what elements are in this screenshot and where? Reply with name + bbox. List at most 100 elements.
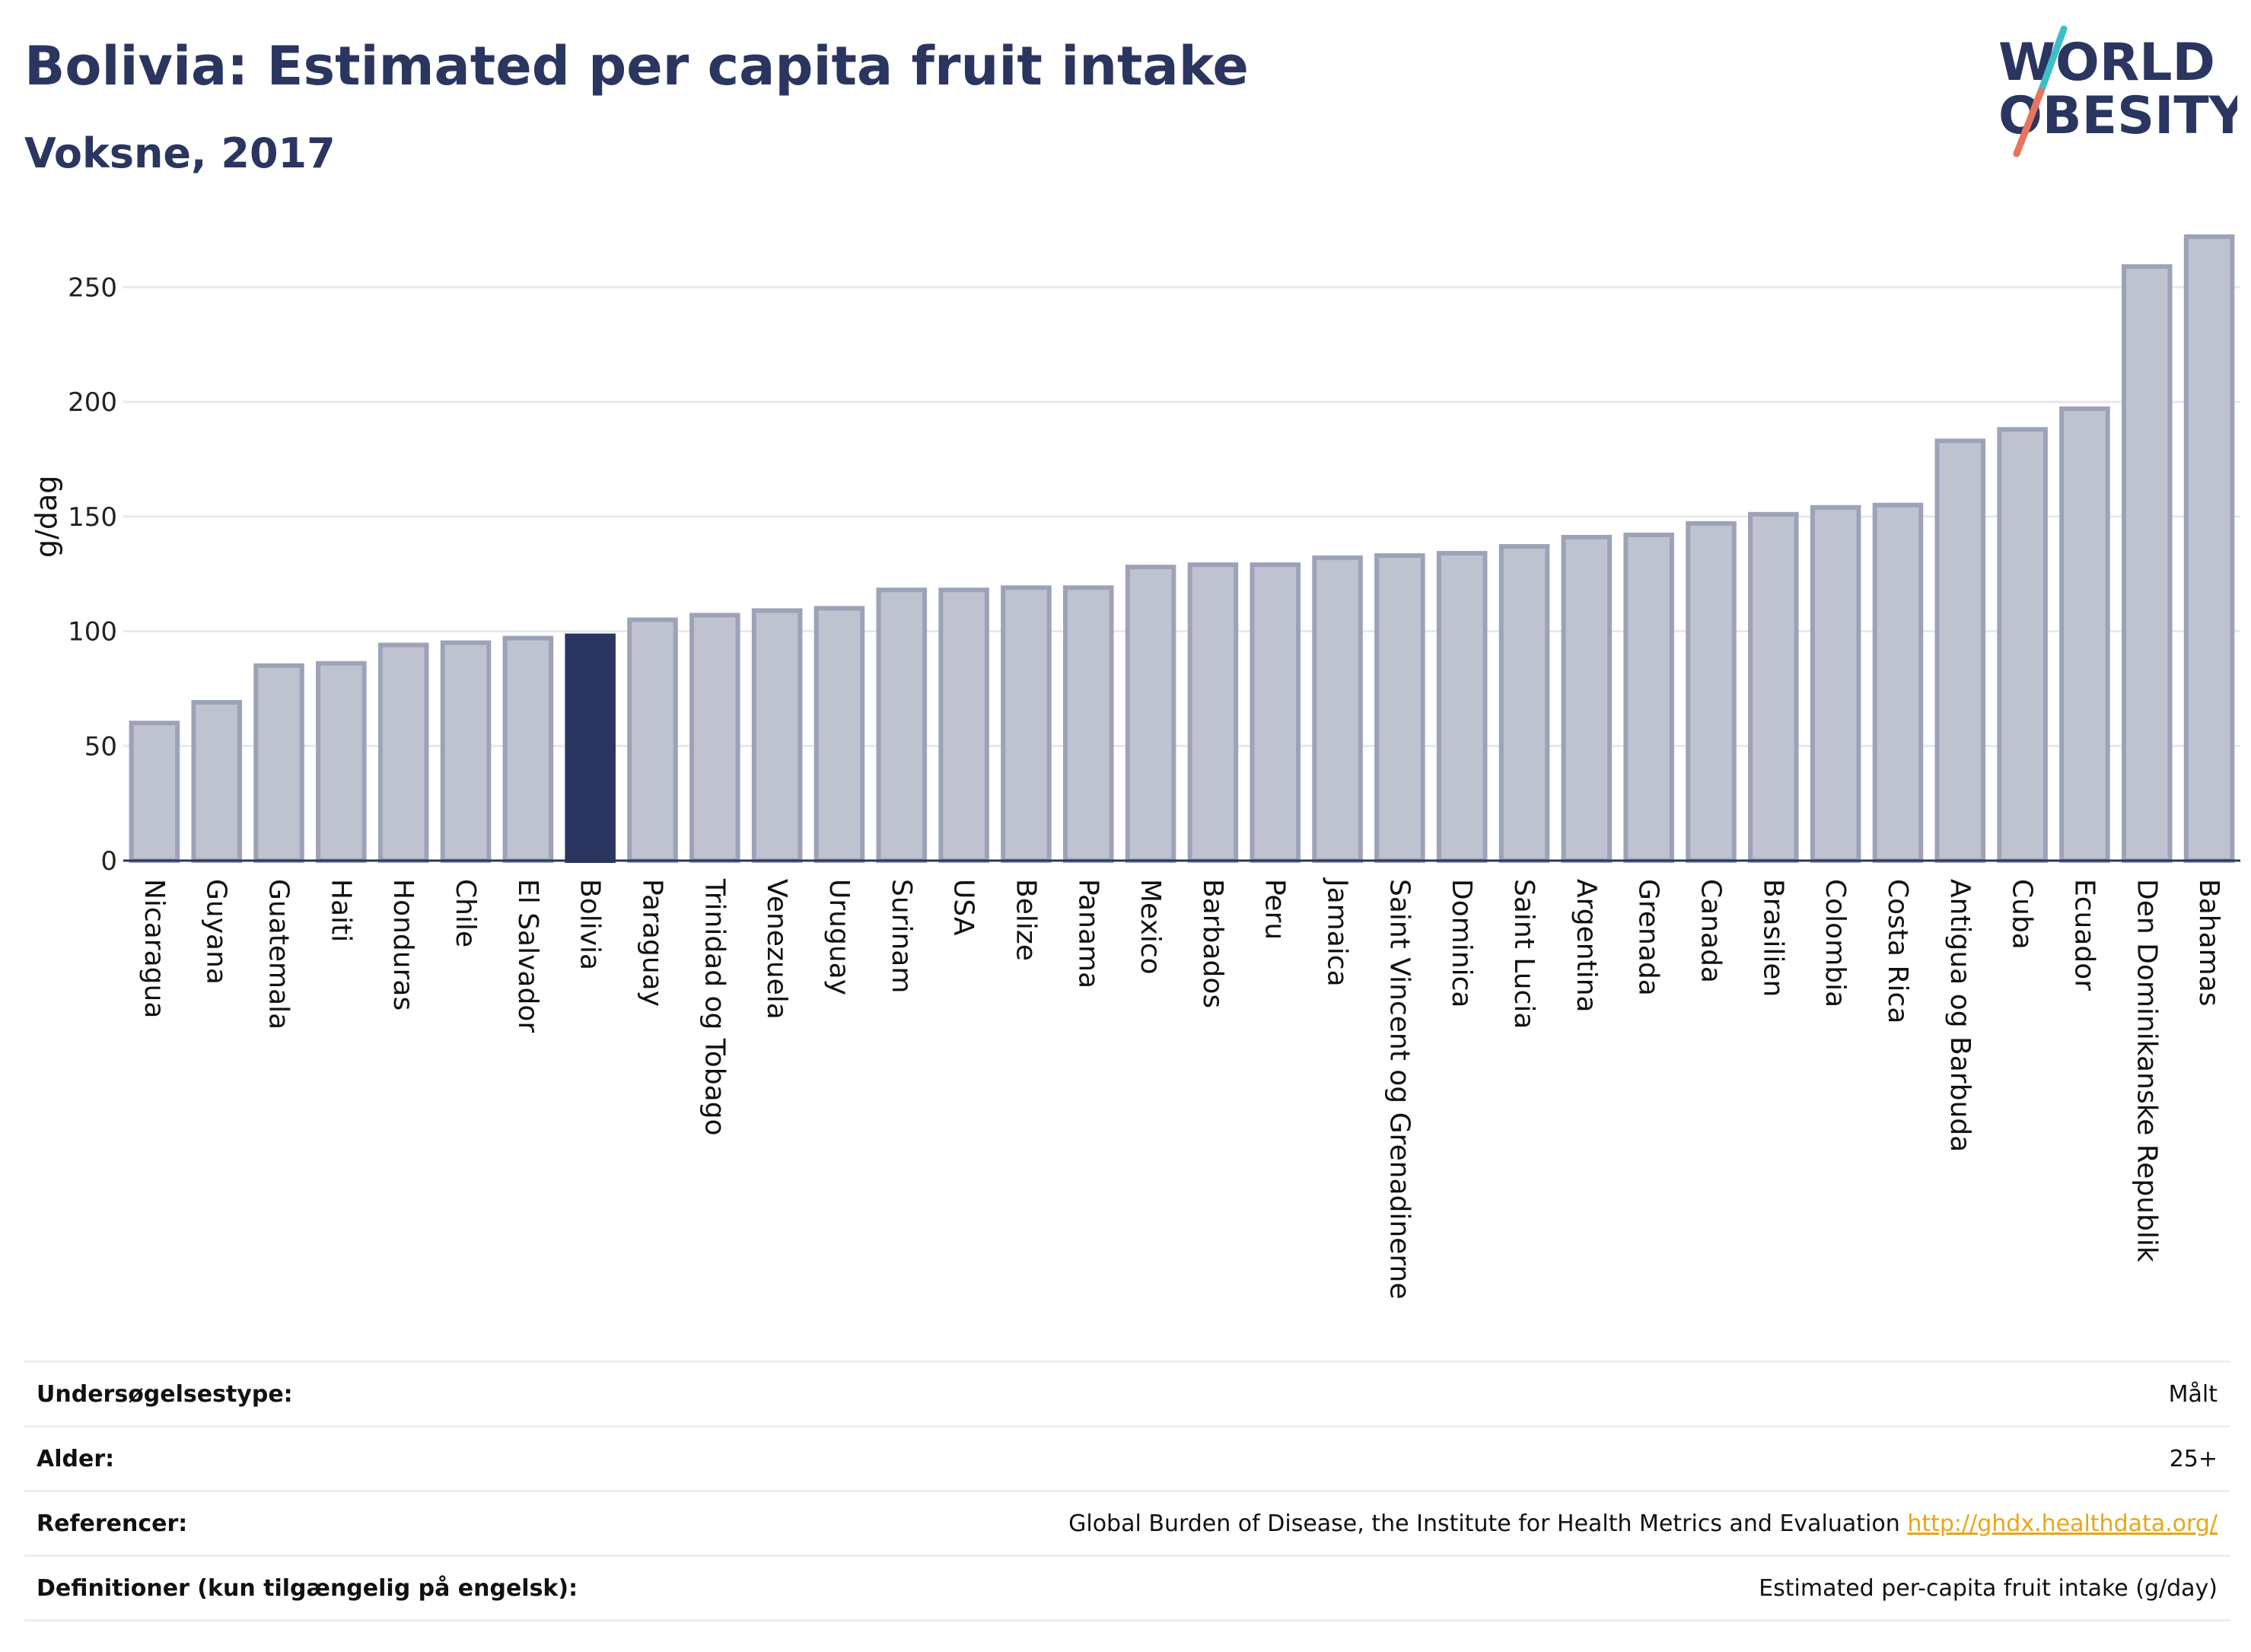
bar-guatemala[interactable]: [253, 663, 304, 863]
bar-argentina[interactable]: [1561, 534, 1613, 863]
bar-den-dominikanske-republik[interactable]: [2121, 264, 2173, 863]
x-tick-label: Brasilien: [1757, 879, 1788, 997]
x-tick-label: Costa Rica: [1882, 879, 1913, 1023]
bar-bahamas[interactable]: [2183, 234, 2235, 863]
bar-cuba[interactable]: [1997, 427, 2048, 863]
logo-line1: WORLD: [1998, 33, 2215, 93]
x-tick-label: Den Dominikanske Republik: [2131, 879, 2162, 1262]
info-value: Målt: [741, 1361, 2230, 1428]
bar-colombia[interactable]: [1810, 505, 1861, 863]
x-tick-label: Ecuador: [2068, 879, 2100, 991]
info-label: Alder:: [24, 1425, 742, 1492]
x-tick-label: El Salvador: [512, 879, 543, 1033]
x-tick-label: Bolivia: [575, 879, 606, 970]
bar-trinidad-og-tobago[interactable]: [689, 613, 740, 864]
x-tick-label: Peru: [1259, 879, 1291, 940]
x-tick-label: Uruguay: [823, 879, 855, 995]
bars-layer: [129, 234, 2235, 864]
info-label: Definitioner (kun tilgængelig på engelsk…: [24, 1555, 742, 1622]
info-row-references: Referencer: Global Burden of Disease, th…: [24, 1490, 2230, 1557]
x-tick-label: Nicaragua: [138, 879, 170, 1018]
bar-venezuela[interactable]: [751, 608, 803, 863]
bar-costa-rica[interactable]: [1872, 502, 1924, 864]
x-tick-label: Saint Vincent og Grenadinerne: [1383, 879, 1415, 1299]
bar-grenada[interactable]: [1623, 532, 1674, 864]
x-tick-label: Honduras: [387, 879, 419, 1011]
x-tick-label: Canada: [1695, 879, 1727, 983]
x-tick-label: Guyana: [201, 879, 232, 985]
y-axis-label: g/dag: [30, 476, 63, 558]
y-tick-label: 150: [68, 502, 117, 533]
bar-dominica[interactable]: [1436, 551, 1488, 863]
bar-canada[interactable]: [1686, 520, 1737, 863]
x-tick-label: Panama: [1072, 879, 1103, 988]
bar-ecuador[interactable]: [2059, 406, 2110, 863]
y-tick-label: 100: [68, 617, 117, 648]
y-tick-label: 50: [84, 731, 117, 762]
y-tick-labels: 0 50 100 150 200 250: [68, 272, 117, 877]
x-tick-label: Guatemala: [263, 879, 295, 1030]
y-tick-label: 200: [68, 387, 117, 418]
bar-peru[interactable]: [1250, 562, 1301, 864]
bar-guyana[interactable]: [191, 699, 243, 863]
bar-paraguay[interactable]: [627, 617, 678, 863]
info-table: Undersøgelsestype: Målt Alder: 25+ Refer…: [24, 1361, 2230, 1622]
bar-belize[interactable]: [1001, 585, 1052, 863]
bar-uruguay[interactable]: [813, 606, 865, 864]
x-tick-label: Venezuela: [761, 879, 792, 1020]
x-tick-label: Barbados: [1197, 879, 1228, 1008]
x-tick-label: Haiti: [325, 879, 356, 942]
info-row-survey-type: Undersøgelsestype: Målt: [24, 1361, 2230, 1428]
chart-title: Bolivia: Estimated per capita fruit inta…: [24, 35, 1249, 97]
world-obesity-logo: WORLD OBESITY: [1979, 23, 2247, 160]
info-label: Referencer:: [24, 1490, 742, 1557]
bar-chile[interactable]: [440, 640, 492, 863]
y-tick-label: 250: [68, 272, 117, 303]
info-value: 25+: [741, 1425, 2230, 1492]
x-tick-label: Argentina: [1571, 879, 1602, 1013]
world-obesity-logo-icon: WORLD OBESITY: [1998, 25, 2247, 158]
x-tick-label: Paraguay: [637, 879, 668, 1007]
x-tick-label: Belize: [1010, 879, 1041, 961]
bar-panama[interactable]: [1062, 585, 1114, 863]
x-tick-label: Chile: [450, 879, 481, 947]
reference-text: Global Burden of Disease, the Institute …: [1068, 1510, 1900, 1537]
bar-saint-lucia[interactable]: [1498, 544, 1550, 863]
logo-slash-top: [2037, 25, 2068, 95]
info-value-references: Global Burden of Disease, the Institute …: [741, 1490, 2230, 1557]
bar-antigua-og-barbuda[interactable]: [1934, 438, 1986, 863]
x-tick-label: Jamaica: [1322, 877, 1353, 987]
bar-mexico[interactable]: [1125, 565, 1176, 863]
bar-chart: 0 50 100 150 200 250 Nicaragua Guyana Guatemala…: [30, 234, 2240, 1299]
x-tick-label: Surinam: [886, 879, 917, 993]
bar-jamaica[interactable]: [1312, 555, 1363, 864]
bar-barbados[interactable]: [1187, 562, 1239, 864]
bar-saint-vincent-og-grenadinerne[interactable]: [1374, 553, 1425, 863]
info-row-definitions: Definitioner (kun tilgængelig på engelsk…: [24, 1555, 2230, 1622]
x-tick-label: Dominica: [1446, 879, 1477, 1008]
logo-slash-bottom: [2013, 88, 2045, 158]
x-tick-label: Bahamas: [2193, 879, 2224, 1007]
bar-usa[interactable]: [938, 587, 989, 863]
info-value: Estimated per-capita fruit intake (g/day…: [741, 1555, 2230, 1622]
bar-haiti[interactable]: [316, 660, 367, 863]
x-tick-label: USA: [948, 879, 979, 936]
bar-el-salvador[interactable]: [502, 635, 554, 864]
x-tick-label: Trinidad og Tobago: [699, 878, 730, 1136]
x-tick-label: Antigua og Barbuda: [1944, 879, 1976, 1152]
info-row-age: Alder: 25+: [24, 1425, 2230, 1492]
bar-honduras[interactable]: [377, 642, 429, 864]
x-tick-label: Grenada: [1633, 879, 1664, 996]
bar-bolivia[interactable]: [565, 633, 616, 863]
chart-subtitle: Voksne, 2017: [24, 129, 336, 177]
y-tick-label: 0: [100, 846, 117, 877]
bar-surinam[interactable]: [876, 587, 928, 863]
x-tick-label: Saint Lucia: [1508, 879, 1539, 1029]
x-tick-label: Colombia: [1820, 879, 1851, 1007]
bar-nicaragua[interactable]: [129, 721, 180, 863]
bar-brasilien[interactable]: [1748, 511, 1799, 863]
x-tick-label: Mexico: [1135, 879, 1166, 975]
reference-link[interactable]: http://ghdx.healthdata.org/: [1907, 1510, 2218, 1537]
x-tick-label: Cuba: [2007, 879, 2038, 950]
x-tick-labels: Nicaragua Guyana Guatemala Haiti Honduras Chi…: [138, 877, 2224, 1299]
